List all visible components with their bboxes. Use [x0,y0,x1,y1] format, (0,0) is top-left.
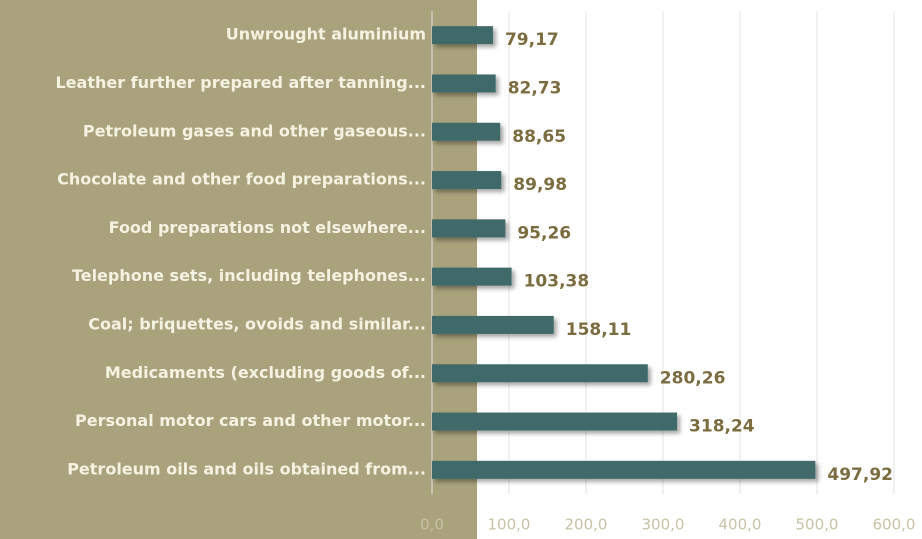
bar [432,171,502,190]
value-label: 79,17 [505,30,559,50]
bar [432,364,648,383]
y-tick-label: Coal; briquettes, ovoids and similar... [88,314,426,333]
y-tick-label: Personal motor cars and other motor... [75,411,426,430]
bar [432,26,493,45]
x-tick-label: 400,0 [719,516,762,534]
value-label: 158,11 [566,320,632,340]
x-tick-label: 200,0 [565,516,608,534]
value-label: 318,24 [689,417,755,437]
bar [432,412,678,431]
y-tick-label: Food preparations not elsewhere... [109,218,426,237]
bar [432,267,512,286]
y-tick-label: Unwrought aluminium [226,25,426,44]
bar [432,219,506,238]
x-tick-label: 0,0 [420,516,444,534]
y-tick-label: Leather further prepared after tanning..… [55,73,426,92]
x-tick-label: 500,0 [796,516,839,534]
y-tick-label: Petroleum gases and other gaseous... [83,121,426,140]
bar [432,122,501,141]
value-label: 88,65 [512,127,566,147]
side-panel [0,0,477,539]
y-tick-label: Medicaments (excluding goods of... [105,363,426,382]
bar [432,74,496,93]
bar [432,315,554,334]
value-label: 89,98 [513,175,567,195]
value-label: 82,73 [508,78,562,98]
value-label: 497,92 [827,465,893,485]
y-tick-label: Petroleum oils and oils obtained from... [67,459,426,478]
value-label: 103,38 [524,272,590,292]
x-tick-label: 300,0 [642,516,685,534]
value-label: 280,26 [660,368,726,388]
y-tick-label: Telephone sets, including telephones... [72,266,426,285]
bar [432,460,816,479]
value-label: 95,26 [517,223,571,243]
x-tick-label: 600,0 [873,516,916,534]
y-tick-label: Chocolate and other food preparations... [57,170,426,189]
x-tick-label: 100,0 [488,516,531,534]
